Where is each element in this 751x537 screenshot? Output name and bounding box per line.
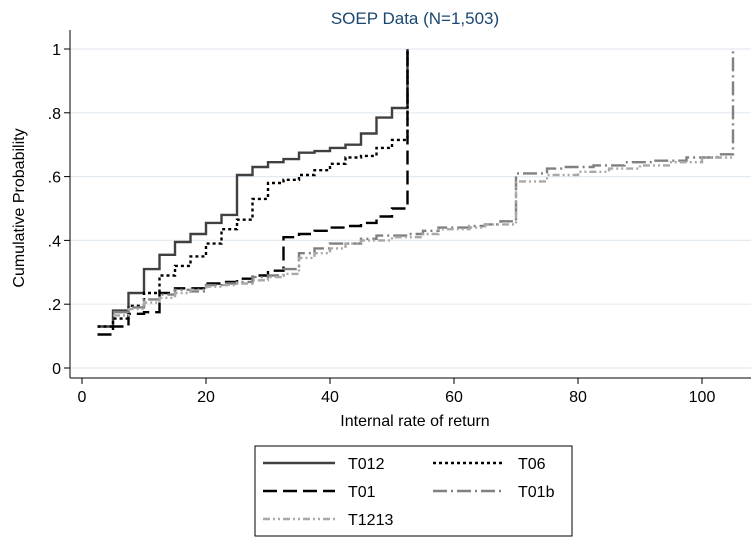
y-tick-label-5: 1 xyxy=(52,42,61,59)
legend-label-t01b: T01b xyxy=(518,484,555,501)
x-axis-title: Internal rate of return xyxy=(340,413,489,430)
series-line-t06 xyxy=(97,49,409,328)
x-tick-label-3: 60 xyxy=(445,389,463,406)
series-line-t1213 xyxy=(113,156,733,317)
legend-label-t06: T06 xyxy=(518,456,546,473)
y-tick-label-4: .8 xyxy=(48,106,61,123)
legend-label-t012: T012 xyxy=(348,456,385,473)
chart-title: SOEP Data (N=1,503) xyxy=(331,9,499,28)
series-line-t012 xyxy=(97,49,409,328)
x-tick-label-5: 100 xyxy=(689,389,716,406)
x-tick-label-0: 0 xyxy=(78,389,87,406)
legend-label-t1213: T1213 xyxy=(348,512,393,529)
plot-area xyxy=(97,49,735,336)
grid-lines xyxy=(70,48,751,369)
x-tick-label-2: 40 xyxy=(321,389,339,406)
y-tick-label-1: .2 xyxy=(48,297,61,314)
x-tick-label-4: 80 xyxy=(569,389,587,406)
x-axis-ticks: 0 20 40 60 80 100 xyxy=(78,378,716,406)
x-tick-label-1: 20 xyxy=(197,389,215,406)
y-tick-label-0: 0 xyxy=(52,361,61,378)
legend: T012 T06 T01 T01b T1213 xyxy=(254,445,573,537)
y-tick-label-2: .4 xyxy=(48,233,61,250)
y-tick-label-3: .6 xyxy=(48,170,61,187)
y-axis-ticks: 0 .2 .4 .6 .8 1 xyxy=(48,42,70,378)
legend-label-t01: T01 xyxy=(348,484,376,501)
series-line-t01b xyxy=(113,49,735,314)
y-axis-title: Cumulative Probability xyxy=(11,128,28,287)
